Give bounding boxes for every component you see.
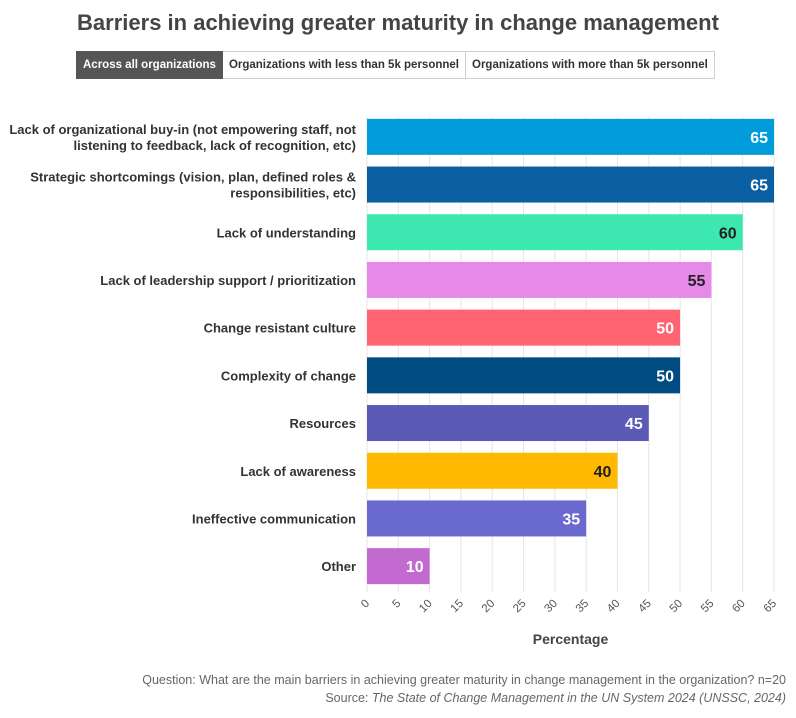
source-prefix: Source: [325, 691, 372, 705]
bar [367, 357, 681, 394]
tab-less-than-5k[interactable]: Organizations with less than 5k personne… [222, 51, 466, 79]
footnote-question: Question: What are the main barriers in … [142, 673, 786, 687]
bar-value-label: 55 [688, 273, 706, 290]
bar [367, 405, 649, 442]
bar [367, 261, 712, 298]
bar [367, 166, 774, 203]
x-tick-label: 15 [449, 598, 467, 616]
chart-title: Barriers in achieving greater maturity i… [77, 10, 719, 35]
x-tick-label: 25 [511, 598, 529, 616]
category-label: Lack of organizational buy-in (not empow… [9, 122, 356, 137]
bar-value-label: 10 [406, 559, 424, 576]
filter-tabs: Across all organizations Organizations w… [76, 51, 715, 79]
footnote-source: Source: The State of Change Management i… [325, 691, 786, 705]
category-label: Change resistant culture [204, 321, 356, 336]
tab-more-than-5k[interactable]: Organizations with more than 5k personne… [466, 51, 715, 79]
x-tick-label: 50 [668, 598, 686, 616]
x-tick-label: 65 [762, 598, 780, 616]
bar-value-label: 65 [750, 130, 768, 147]
x-tick-label: 60 [730, 598, 748, 616]
x-axis-title: Percentage [533, 631, 609, 647]
bar-value-label: 50 [656, 368, 674, 385]
tab-across-all[interactable]: Across all organizations [76, 51, 223, 79]
category-label: listening to feedback, lack of recogniti… [74, 138, 356, 153]
bar-value-label: 45 [625, 416, 643, 433]
bar [367, 548, 430, 585]
bar [367, 118, 774, 155]
x-tick-label: 45 [636, 598, 654, 616]
category-label: Ineffective communication [192, 511, 356, 526]
category-label: Complexity of change [221, 368, 356, 383]
x-tick-label: 35 [574, 598, 592, 616]
bar-value-label: 65 [750, 178, 768, 195]
category-label: responsibilities, etc) [230, 186, 356, 201]
bar-value-label: 40 [594, 464, 612, 481]
source-title: The State of Change Management in the UN… [371, 691, 786, 705]
bar [367, 309, 681, 346]
x-tick-label: 55 [699, 598, 717, 616]
bar [367, 214, 743, 251]
bar-value-label: 50 [656, 321, 674, 338]
bar-value-label: 35 [562, 511, 580, 528]
x-tick-label: 30 [542, 598, 560, 616]
x-tick-label: 40 [605, 598, 623, 616]
category-label: Lack of understanding [217, 225, 356, 240]
bar-value-label: 60 [719, 225, 737, 242]
x-tick-label: 5 [390, 598, 403, 611]
category-label: Lack of awareness [240, 464, 356, 479]
category-label: Other [321, 559, 356, 574]
bar [367, 452, 618, 489]
bar [367, 500, 587, 537]
category-label: Resources [290, 416, 356, 431]
x-tick-label: 20 [480, 598, 498, 616]
category-label: Strategic shortcomings (vision, plan, de… [30, 170, 356, 185]
x-tick-label: 0 [359, 598, 372, 611]
x-tick-label: 10 [417, 598, 435, 616]
category-label: Lack of leadership support / prioritizat… [100, 273, 356, 288]
